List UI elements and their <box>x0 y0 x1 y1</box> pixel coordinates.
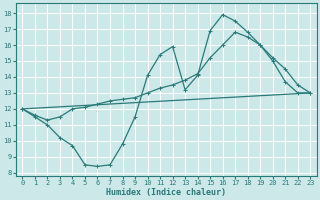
X-axis label: Humidex (Indice chaleur): Humidex (Indice chaleur) <box>106 188 226 197</box>
